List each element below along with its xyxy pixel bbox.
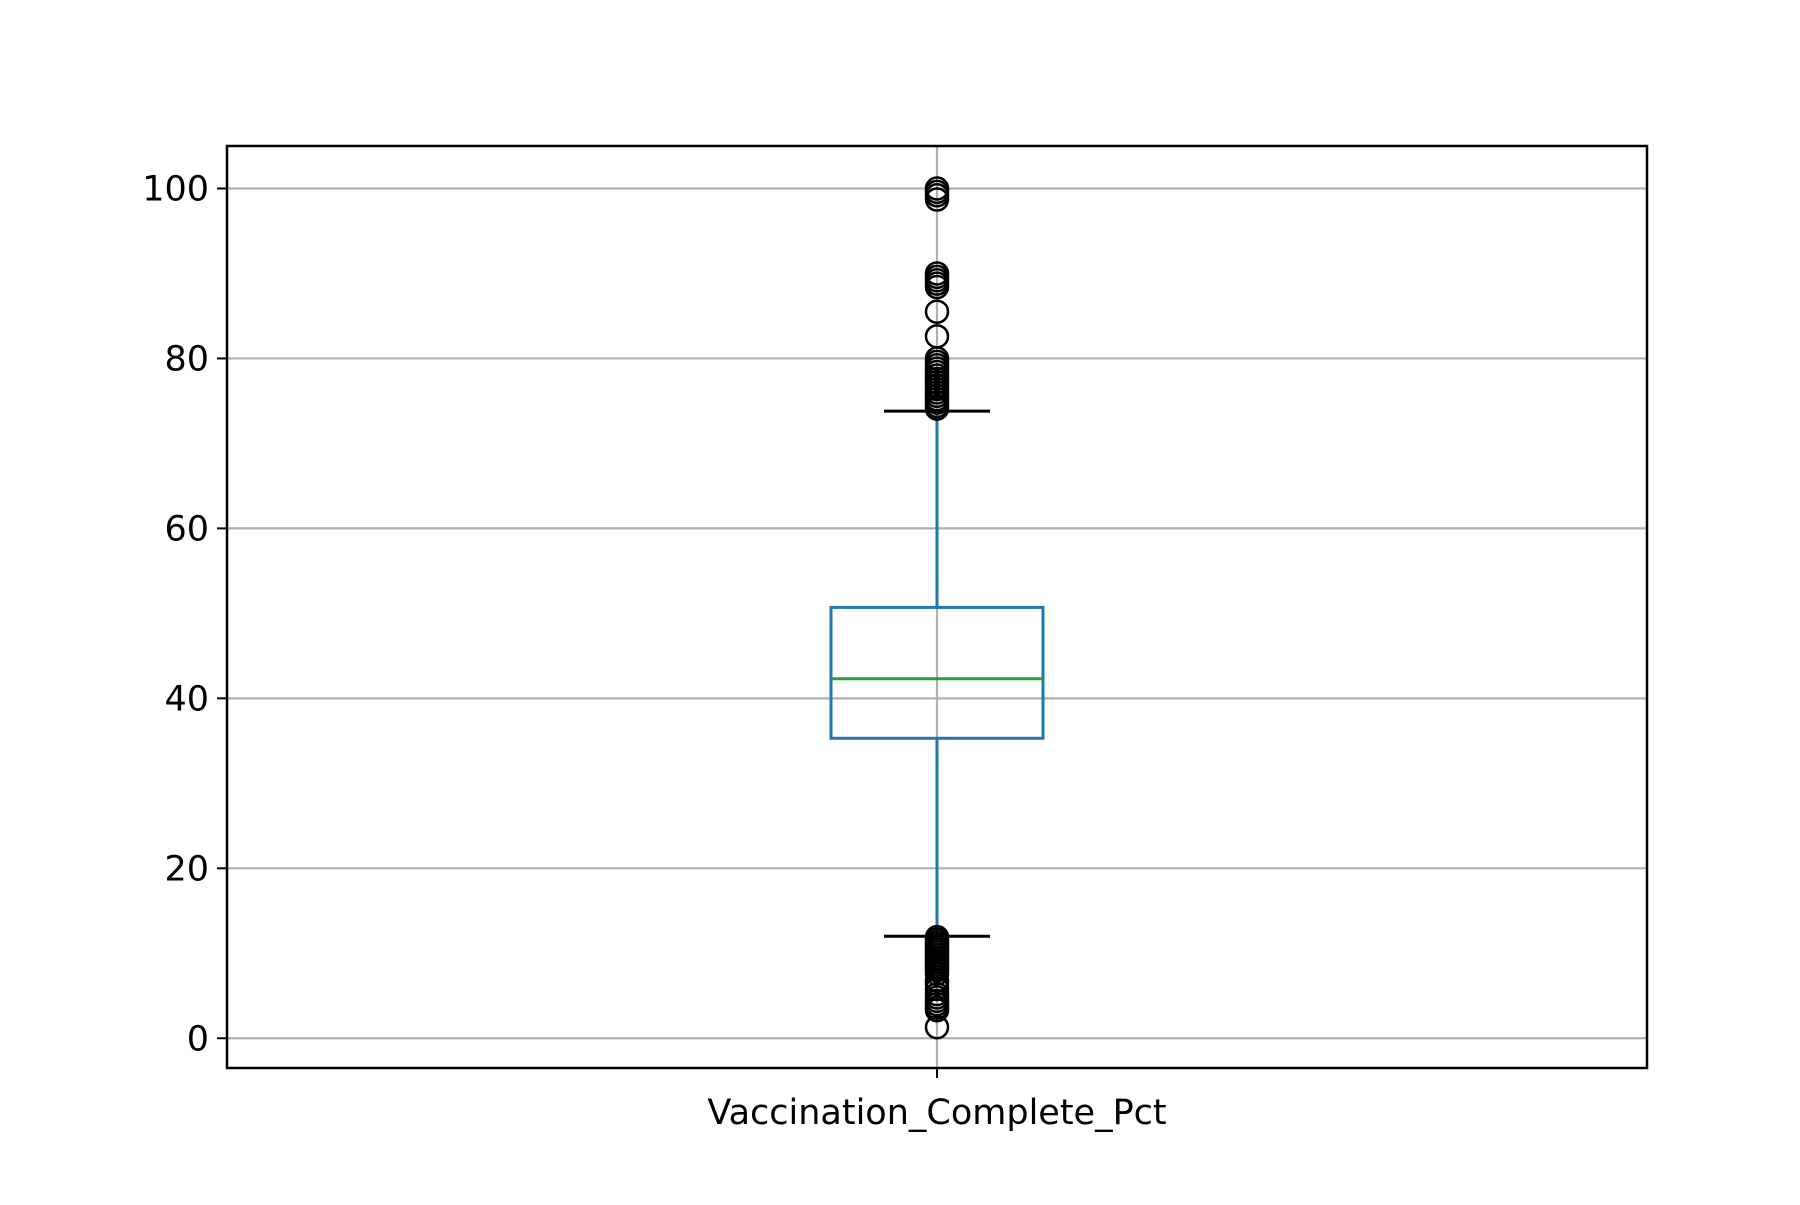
x-tick-label: Vaccination_Complete_Pct — [707, 1093, 1166, 1133]
y-tick-label: 60 — [164, 509, 209, 549]
outlier-point — [924, 274, 950, 300]
y-tick-label: 80 — [164, 339, 209, 379]
axis-layer: 0 20 40 60 80 100 Vaccination_Complete_Pct — [142, 169, 1166, 1133]
outlier-point — [924, 396, 950, 421]
outlier-point — [924, 187, 950, 212]
outlier-layer — [924, 176, 950, 1040]
outlier-point — [924, 961, 950, 986]
outlier-point — [924, 1014, 950, 1040]
outlier-point — [924, 997, 950, 1023]
y-tick-label: 40 — [164, 679, 209, 719]
interquartile-box — [829, 605, 1045, 740]
outlier-point — [924, 299, 950, 324]
y-tick-label: 20 — [164, 849, 209, 889]
y-tick-label: 0 — [187, 1019, 209, 1059]
y-tick-label: 100 — [142, 169, 209, 209]
